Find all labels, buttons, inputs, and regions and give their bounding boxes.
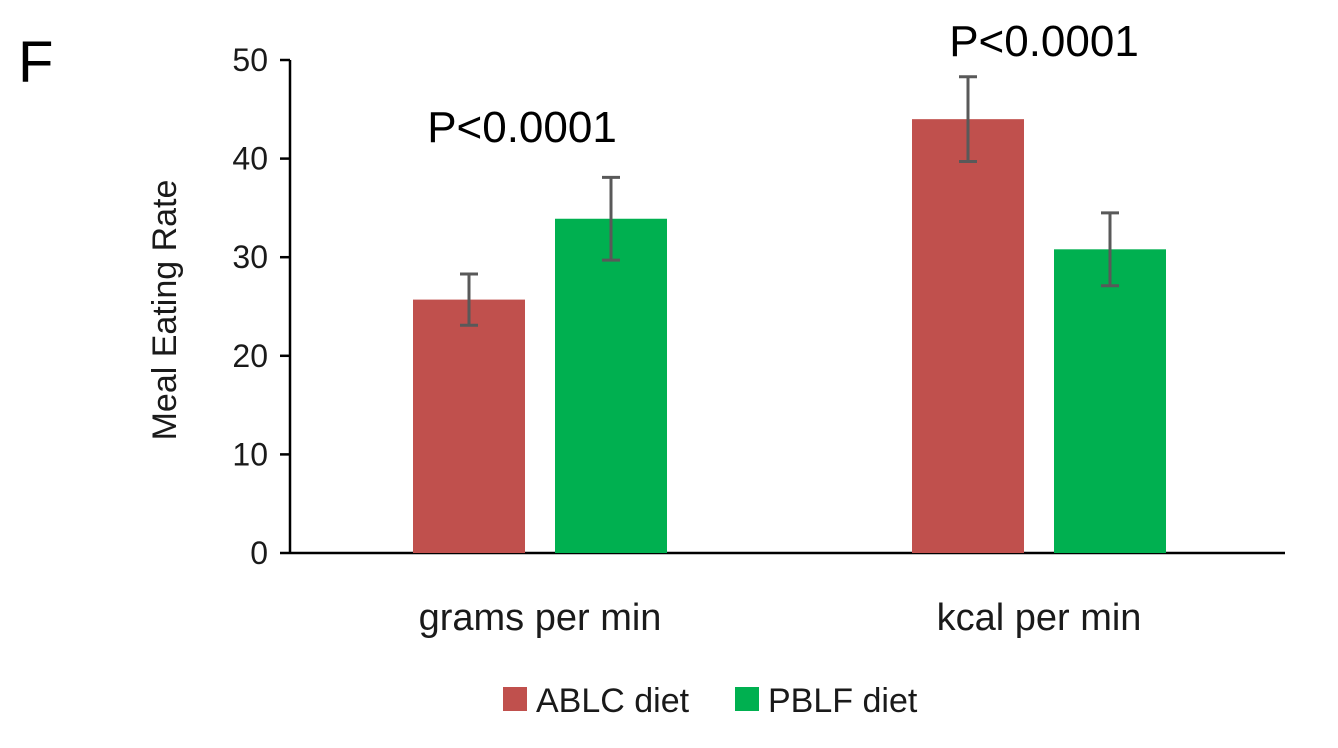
- error-bar: [959, 75, 977, 164]
- bar-pblf-0: [555, 218, 667, 553]
- panel-label: F: [18, 30, 53, 95]
- error-bar: [1101, 211, 1119, 288]
- y-tick-label: 50: [232, 42, 268, 78]
- category-labels: grams per min kcal per min: [419, 597, 1142, 639]
- p-value-annotation-kcal: P<0.0001: [949, 17, 1139, 66]
- y-axis-title: Meal Eating Rate: [146, 180, 184, 441]
- legend-label-pblf: PBLF diet: [768, 682, 918, 720]
- y-tick-label: 10: [232, 436, 268, 472]
- bar-ablc-0: [413, 299, 525, 553]
- legend-label-ablc: ABLC diet: [536, 682, 690, 720]
- y-tick-label: 30: [232, 239, 268, 275]
- legend-swatch-pblf: [735, 687, 759, 711]
- y-tick-label: 20: [232, 338, 268, 374]
- bar-ablc-1: [912, 119, 1024, 553]
- x-category-label: grams per min: [419, 597, 662, 639]
- y-axis: 0 10 20 30 40 50: [232, 42, 292, 571]
- p-value-annotation-grams: P<0.0001: [427, 103, 617, 152]
- error-bar: [460, 272, 478, 327]
- legend-swatch-ablc: [503, 687, 527, 711]
- bars: [413, 119, 1166, 553]
- y-tick-label: 40: [232, 141, 268, 177]
- y-tick-label: 0: [250, 535, 268, 571]
- error-bars: [460, 75, 1119, 327]
- x-category-label: kcal per min: [937, 597, 1142, 639]
- error-bar: [602, 175, 620, 262]
- bar-pblf-1: [1054, 249, 1166, 553]
- legend: ABLC diet PBLF diet: [503, 682, 918, 720]
